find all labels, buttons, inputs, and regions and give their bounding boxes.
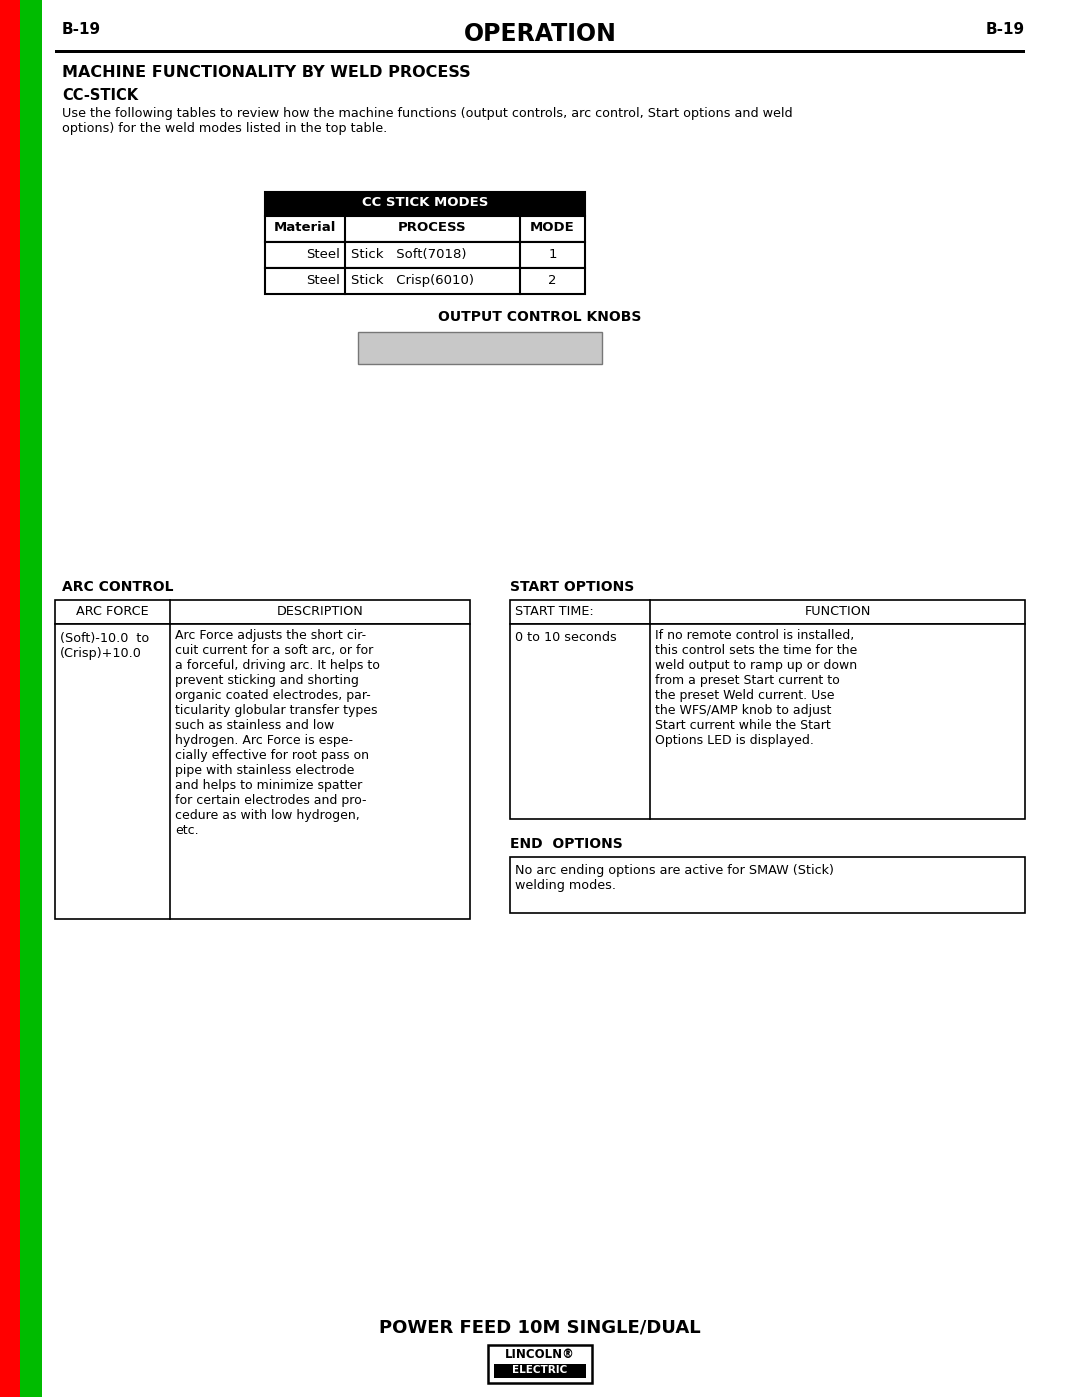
Bar [55, 599, 470, 624]
Text: CC-STICK: CC-STICK [62, 88, 138, 103]
Bar [357, 332, 602, 365]
Text: ARC CONTROL: ARC CONTROL [62, 580, 174, 594]
Bar [0, 0, 21, 1397]
Text: START OPTIONS: START OPTIONS [510, 580, 634, 594]
Text: Return to Master TOC: Return to Master TOC [27, 685, 36, 795]
Text: Material: Material [274, 221, 336, 235]
Text: START TIME:: START TIME: [515, 605, 594, 617]
Bar [265, 268, 585, 293]
Bar [21, 0, 42, 1397]
Text: options) for the weld modes listed in the top table.: options) for the weld modes listed in th… [62, 122, 388, 136]
Text: Return to Section TOC: Return to Section TOC [5, 683, 14, 796]
Bar [265, 242, 585, 268]
Text: CC STICK MODES: CC STICK MODES [362, 196, 488, 210]
Text: MACHINE FUNCTIONALITY BY WELD PROCESS: MACHINE FUNCTIONALITY BY WELD PROCESS [62, 66, 471, 80]
Text: ELECTRIC: ELECTRIC [512, 1365, 568, 1375]
Text: Return to Master TOC: Return to Master TOC [27, 115, 36, 225]
Text: B-19: B-19 [986, 22, 1025, 36]
Text: POWER FEED 10M SINGLE/DUAL: POWER FEED 10M SINGLE/DUAL [379, 1317, 701, 1336]
Bar [55, 624, 470, 919]
Bar [488, 1345, 592, 1383]
Text: Return to Master TOC: Return to Master TOC [27, 1065, 36, 1175]
Text: ARC FORCE: ARC FORCE [77, 605, 149, 617]
Text: Return to Section TOC: Return to Section TOC [5, 383, 14, 497]
Text: END  OPTIONS: END OPTIONS [510, 837, 623, 851]
Bar [265, 217, 585, 242]
Text: 0 to 10 seconds: 0 to 10 seconds [515, 631, 617, 644]
Bar [510, 856, 1025, 914]
Text: Return to Section TOC: Return to Section TOC [5, 113, 14, 226]
Text: PROCESS: PROCESS [399, 221, 467, 235]
Text: Steel: Steel [306, 249, 340, 261]
Bar [510, 624, 1025, 819]
Text: OPERATION: OPERATION [463, 22, 617, 46]
Text: Stick   Crisp(6010): Stick Crisp(6010) [351, 274, 474, 286]
Bar [55, 50, 1025, 53]
Text: If no remote control is installed,
this control sets the time for the
weld outpu: If no remote control is installed, this … [654, 629, 858, 747]
Text: MODE: MODE [530, 221, 575, 235]
Text: Steel: Steel [306, 274, 340, 286]
Text: Stick   Soft(7018): Stick Soft(7018) [351, 249, 467, 261]
Bar [265, 191, 585, 217]
Text: 1: 1 [549, 249, 557, 261]
Text: FUNCTION: FUNCTION [805, 605, 870, 617]
Text: (Soft)-10.0  to
(Crisp)+10.0: (Soft)-10.0 to (Crisp)+10.0 [60, 631, 149, 659]
Text: OUTPUT CONTROL KNOBS: OUTPUT CONTROL KNOBS [438, 310, 642, 324]
Text: Return to Section TOC: Return to Section TOC [5, 1063, 14, 1176]
Text: LINCOLN®: LINCOLN® [505, 1348, 575, 1361]
Text: B-19: B-19 [62, 22, 102, 36]
Text: Return to Master TOC: Return to Master TOC [27, 384, 36, 496]
Text: Use the following tables to review how the machine functions (output controls, a: Use the following tables to review how t… [62, 108, 793, 120]
Text: Arc Force adjusts the short cir-
cuit current for a soft arc, or for
a forceful,: Arc Force adjusts the short cir- cuit cu… [175, 629, 380, 837]
Text: DESCRIPTION: DESCRIPTION [276, 605, 363, 617]
Bar [510, 599, 1025, 624]
Text: 2: 2 [549, 274, 557, 286]
Text: No arc ending options are active for SMAW (Stick)
welding modes.: No arc ending options are active for SMA… [515, 863, 834, 893]
Bar [494, 1363, 586, 1377]
